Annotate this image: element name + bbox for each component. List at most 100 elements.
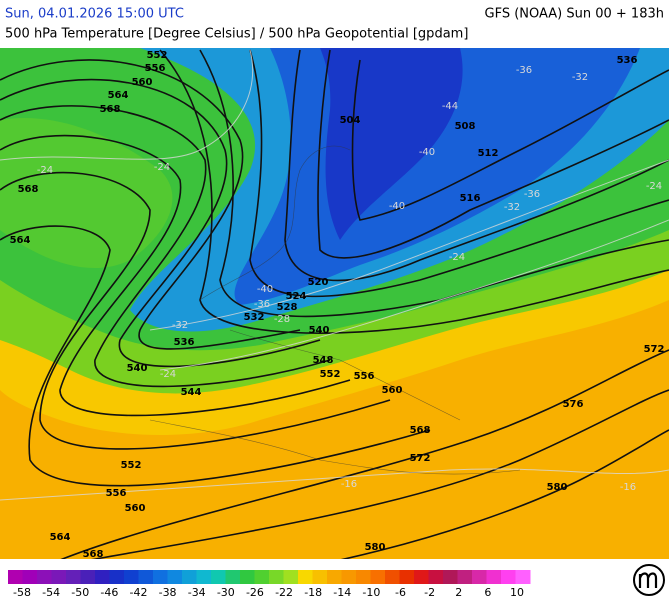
- colorbar-swatch: [211, 570, 226, 584]
- field: [0, 118, 173, 269]
- colorbar-label: -54: [42, 586, 60, 599]
- colorbar-swatch: [138, 570, 154, 584]
- colorbar-label: -34: [188, 586, 206, 599]
- colorbar-swatch: [515, 570, 531, 584]
- colorbar-label: -22: [275, 586, 293, 599]
- colorbar-swatch: [95, 570, 110, 584]
- colorbar-swatch: [167, 570, 183, 584]
- geopotential-label: 552: [121, 460, 142, 471]
- geopotential-label: 516: [460, 193, 481, 204]
- geopotential-label: 536: [617, 55, 638, 66]
- geopotential-label: 528: [277, 302, 298, 313]
- model-run: GFS (NOAA) Sun 00 + 183h: [485, 7, 664, 22]
- colorbar-label: -2: [424, 586, 435, 599]
- colorbar-label: 10: [510, 586, 524, 599]
- colorbar-label: -46: [100, 586, 118, 599]
- geopotential-label: 560: [382, 385, 403, 396]
- geopotential-label: 564: [108, 90, 129, 101]
- colorbar-swatch: [298, 570, 313, 584]
- colorbar-swatch: [66, 570, 81, 584]
- geopotential-label: 580: [547, 482, 568, 493]
- colorbar-label: -26: [246, 586, 264, 599]
- temperature-label: -36: [516, 65, 532, 76]
- colorbar-swatch: [472, 570, 487, 584]
- colorbar-label: -18: [304, 586, 322, 599]
- colorbar-label: 2: [455, 586, 462, 599]
- temperature-label: -24: [449, 252, 465, 263]
- colorbar-swatch: [22, 570, 38, 584]
- colorbar-label: -6: [395, 586, 406, 599]
- geopotential-label: 568: [100, 104, 121, 115]
- colorbar-swatch: [240, 570, 255, 584]
- geopotential-label: 580: [365, 542, 386, 553]
- temperature-label: -40: [419, 147, 435, 158]
- temperature-label: -28: [274, 314, 290, 325]
- colorbar-swatch: [80, 570, 96, 584]
- colorbar-label: -30: [217, 586, 235, 599]
- isohypses: [0, 49, 669, 559]
- colorbar-swatch: [109, 570, 125, 584]
- colorbar-swatch: [457, 570, 473, 584]
- temperature-label: -24: [646, 181, 662, 192]
- temperature-label: -40: [257, 284, 273, 295]
- colorbar-swatch: [486, 570, 502, 584]
- colorbar-swatch: [501, 570, 516, 584]
- geopotential-label: 548: [313, 355, 334, 366]
- temperature-label: -24: [37, 165, 53, 176]
- colorbar-swatch: [443, 570, 458, 584]
- colorbar-label: -38: [159, 586, 177, 599]
- colorbar-swatch: [51, 570, 67, 584]
- geopotential-label: 552: [147, 50, 168, 61]
- geopotential-label: 524: [286, 291, 307, 302]
- colorbar-swatch: [370, 570, 386, 584]
- logo: [633, 564, 665, 596]
- geopotential-label: 560: [125, 503, 146, 514]
- temperature-label: -24: [154, 162, 170, 173]
- colorbar-swatch: [414, 570, 429, 584]
- colorbar-swatch: [312, 570, 328, 584]
- isotherms: [0, 49, 669, 501]
- colorbar-label: -58: [13, 586, 31, 599]
- geopotential-label: 556: [145, 63, 166, 74]
- geopotential-label: 576: [563, 399, 584, 410]
- geopotential-label: 568: [83, 549, 104, 560]
- geopotential-label: 564: [50, 532, 71, 543]
- geopotential-label: 568: [18, 184, 39, 195]
- geopotential-label: 544: [181, 387, 202, 398]
- subtitle: 500 hPa Temperature [Degree Celsius] / 5…: [5, 27, 468, 42]
- colorbar-swatch: [283, 570, 299, 584]
- geopotential-label: 540: [309, 325, 330, 336]
- geopotential-label: 556: [106, 488, 127, 499]
- geopotential-label: 536: [174, 337, 195, 348]
- temperature-label: -32: [504, 202, 520, 213]
- map: [0, 48, 669, 559]
- geopotential-label: 540: [127, 363, 148, 374]
- geopotential-label: 556: [354, 371, 375, 382]
- colorbar-swatch: [37, 570, 52, 584]
- colorbar-swatch: [399, 570, 415, 584]
- geopotential-label: 572: [644, 344, 665, 355]
- colorbar-label: -14: [333, 586, 351, 599]
- colorbar-swatch: [428, 570, 444, 584]
- colorbar-swatch: [182, 570, 197, 584]
- colorbar-swatch: [327, 570, 342, 584]
- colorbar-swatch: [153, 570, 168, 584]
- colorbar-label: -42: [129, 586, 147, 599]
- colorbar-swatch: [385, 570, 400, 584]
- geopotential-label: 504: [340, 115, 361, 126]
- geopotential-label: 512: [478, 148, 499, 159]
- colorbar-swatch: [341, 570, 357, 584]
- geopotential-label: 520: [308, 277, 329, 288]
- temperature-label: -32: [172, 320, 188, 331]
- colorbar-label: 6: [484, 586, 491, 599]
- temperature-label: -32: [572, 72, 588, 83]
- colorbar: -58 -54 -50 -46 -42 -38 -34 -30 -26 -22 -18 -14 -10-…: [8, 570, 531, 599]
- colorbar-swatch: [124, 570, 139, 584]
- colorbar-swatch: [196, 570, 212, 584]
- coastlines: [149, 145, 521, 475]
- temperature-label: -24: [160, 369, 176, 380]
- temperature-label: -16: [620, 482, 636, 493]
- temperature-label: -36: [524, 189, 540, 200]
- colorbar-swatch: [8, 570, 23, 584]
- temperature-label: -40: [389, 201, 405, 212]
